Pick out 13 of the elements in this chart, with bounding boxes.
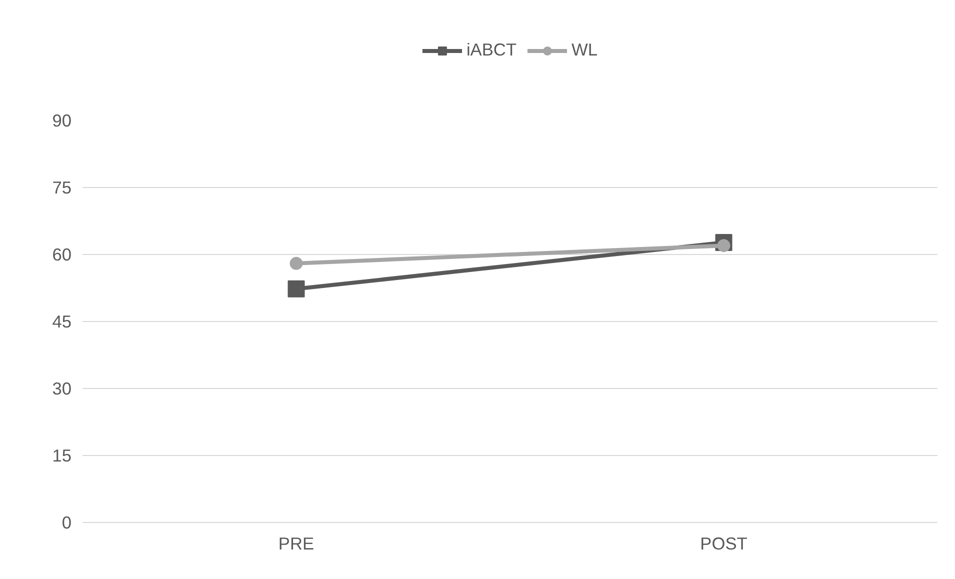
y-tick-label: 0 xyxy=(62,512,72,532)
y-tick-label: 75 xyxy=(52,178,72,198)
point xyxy=(290,256,303,270)
y-tick-label: 60 xyxy=(52,244,72,264)
y-tick-label: 90 xyxy=(52,110,72,130)
x-tick-label: POST xyxy=(700,534,748,554)
legend-label: WL xyxy=(572,40,598,60)
y-tick-label: 30 xyxy=(52,378,72,398)
y-tick-label: 45 xyxy=(52,312,72,332)
legend-label: iABCT xyxy=(466,40,517,60)
y-tick-label: 15 xyxy=(52,446,72,466)
point xyxy=(288,280,305,298)
x-tick-label: PRE xyxy=(278,534,314,554)
